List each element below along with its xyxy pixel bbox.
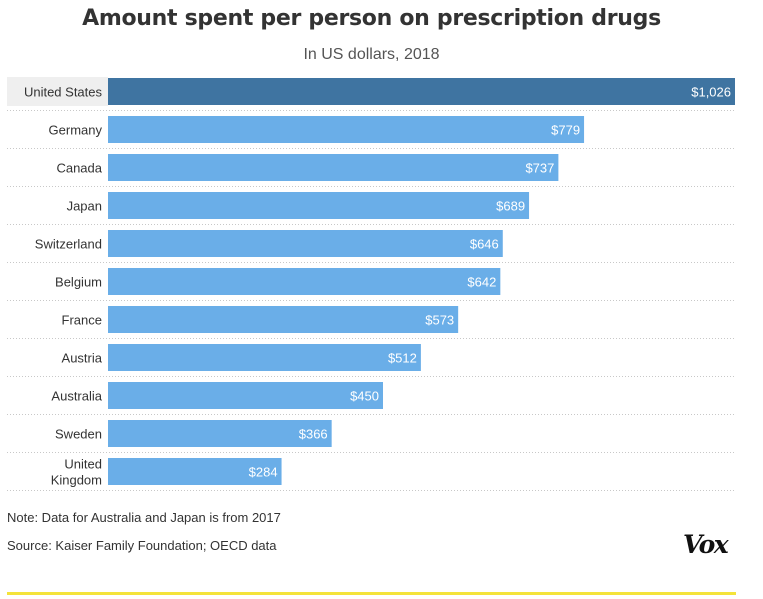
bar-sweden	[108, 420, 332, 447]
value-label: $573	[425, 313, 454, 328]
highlight-row-background	[7, 77, 108, 106]
accent-rule	[7, 592, 736, 595]
chart-title: Amount spent per person on prescription …	[82, 6, 661, 31]
category-label: Switzerland	[35, 237, 102, 252]
chart-subtitle: In US dollars, 2018	[303, 46, 440, 63]
category-label: Germany	[49, 123, 103, 138]
category-label: United States	[24, 85, 103, 100]
bar-switzerland	[108, 230, 503, 257]
bar-chart: United States $1,026 Germany $779 Canada $737…	[7, 77, 736, 491]
category-label: France	[62, 313, 102, 328]
category-label: Belgium	[55, 275, 102, 290]
category-label: Canada	[56, 161, 102, 176]
value-label: $284	[249, 465, 278, 480]
bar-france	[108, 306, 459, 333]
category-label: Austria	[62, 351, 103, 366]
category-label: Japan	[67, 199, 102, 214]
bar-united-kingdom	[108, 458, 282, 485]
value-label: $512	[388, 351, 417, 366]
chart-source: Source: Kaiser Family Foundation; OECD d…	[7, 538, 277, 553]
value-label: $642	[467, 275, 496, 290]
vox-logo: Vox	[683, 530, 729, 559]
bar-belgium	[108, 268, 501, 295]
bar-japan	[108, 192, 530, 219]
bar-canada	[108, 154, 559, 181]
value-label: $737	[525, 161, 554, 176]
chart-note: Note: Data for Australia and Japan is fr…	[7, 510, 281, 525]
value-label: $689	[496, 199, 525, 214]
value-label: $450	[350, 389, 379, 404]
value-label: $1,026	[691, 85, 731, 100]
value-label: $646	[470, 237, 499, 252]
bar-austria	[108, 344, 421, 371]
bar-germany	[108, 116, 585, 143]
category-label: Sweden	[55, 427, 102, 442]
value-label: $366	[299, 427, 328, 442]
category-label: United Kingdom	[51, 457, 102, 488]
bar-australia	[108, 382, 383, 409]
bar-united-states	[108, 78, 735, 105]
category-label: Australia	[51, 389, 102, 404]
value-label: $779	[551, 123, 580, 138]
